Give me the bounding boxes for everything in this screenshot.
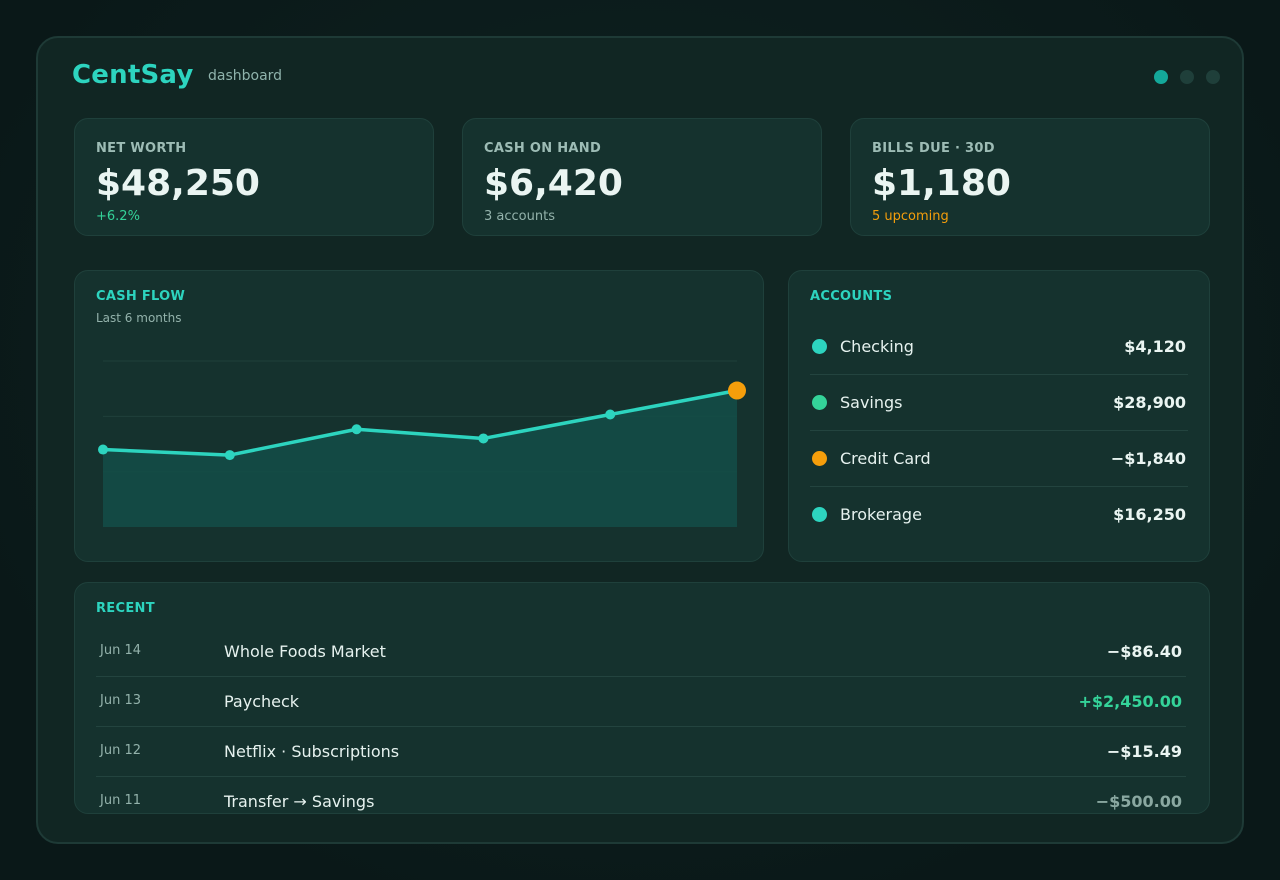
transaction-date: Jun 11 <box>100 793 141 808</box>
divider <box>810 430 1188 431</box>
account-amount: −$1,840 <box>1110 449 1186 468</box>
data-point <box>351 424 362 435</box>
area-fill <box>103 390 737 527</box>
stat-note: 3 accounts <box>484 209 555 224</box>
transaction-description: Netflix · Subscriptions <box>224 742 400 761</box>
window-dots <box>1154 70 1220 84</box>
transaction-description: Transfer → Savings <box>224 792 375 811</box>
data-point <box>605 409 616 420</box>
transaction-amount: +$2,450.00 <box>1078 692 1183 711</box>
recent-title: RECENT <box>96 601 155 616</box>
account-name: Savings <box>840 393 903 412</box>
app-logo[interactable]: CentSay <box>72 60 194 90</box>
app-window: CentSay dashboard NET WORTH $48,250 +6.2… <box>36 36 1244 844</box>
transaction-date: Jun 14 <box>100 643 141 658</box>
account-amount: $16,250 <box>1113 505 1186 524</box>
transaction-description: Whole Foods Market <box>224 642 386 661</box>
account-amount: $28,900 <box>1113 393 1186 412</box>
transaction-row[interactable]: Jun 11 Transfer → Savings −$500.00 <box>96 777 1186 813</box>
stat-note: +6.2% <box>96 209 140 224</box>
account-row-credit-card[interactable]: Credit Card −$1,840 <box>810 431 1188 487</box>
divider <box>810 374 1188 375</box>
accounts-title: ACCOUNTS <box>810 289 893 304</box>
stat-note: 5 upcoming <box>872 209 949 224</box>
account-color-dot <box>812 451 827 466</box>
cash-flow-title: CASH FLOW <box>96 289 186 304</box>
stat-card-cash-on-hand: CASH ON HAND $6,420 3 accounts <box>462 118 822 236</box>
window-dot-2[interactable] <box>1180 70 1194 84</box>
cash-flow-subtitle: Last 6 months <box>96 311 182 325</box>
divider <box>96 726 1186 727</box>
stat-card-bills-due: BILLS DUE · 30D $1,180 5 upcoming <box>850 118 1210 236</box>
recent-transactions-card: RECENT Jun 14 Whole Foods Market −$86.40… <box>74 582 1210 814</box>
cash-flow-card: CASH FLOW Last 6 months <box>74 270 764 562</box>
stat-label: CASH ON HAND <box>484 141 602 156</box>
stat-label: NET WORTH <box>96 141 187 156</box>
divider <box>810 486 1188 487</box>
stat-value: $6,420 <box>484 163 623 204</box>
cash-flow-chart <box>98 360 746 527</box>
account-color-dot <box>812 339 827 354</box>
transaction-date: Jun 13 <box>100 693 141 708</box>
window-dot-1[interactable] <box>1154 70 1168 84</box>
transaction-row[interactable]: Jun 12 Netflix · Subscriptions −$15.49 <box>96 727 1186 777</box>
highlight-point <box>728 381 746 400</box>
account-row-checking[interactable]: Checking $4,120 <box>810 319 1188 375</box>
account-color-dot <box>812 395 827 410</box>
account-name: Checking <box>840 337 914 356</box>
data-point <box>478 433 489 444</box>
window-dot-3[interactable] <box>1206 70 1220 84</box>
stat-value: $48,250 <box>96 163 260 204</box>
transaction-row[interactable]: Jun 13 Paycheck +$2,450.00 <box>96 677 1186 727</box>
account-name: Brokerage <box>840 505 922 524</box>
divider <box>96 776 1186 777</box>
stat-label: BILLS DUE · 30D <box>872 141 995 156</box>
transaction-amount: −$15.49 <box>1106 742 1182 761</box>
accounts-card: ACCOUNTS Checking $4,120 Savings $28,900… <box>788 270 1210 562</box>
page-subtitle: dashboard <box>208 68 283 84</box>
account-name: Credit Card <box>840 449 931 468</box>
transaction-date: Jun 12 <box>100 743 141 758</box>
stat-card-net-worth: NET WORTH $48,250 +6.2% <box>74 118 434 236</box>
account-amount: $4,120 <box>1124 337 1186 356</box>
transaction-row[interactable]: Jun 14 Whole Foods Market −$86.40 <box>96 627 1186 677</box>
data-point <box>224 450 235 461</box>
series-line <box>102 388 738 457</box>
transaction-amount: −$500.00 <box>1095 792 1182 811</box>
transaction-description: Paycheck <box>224 692 300 711</box>
transaction-amount: −$86.40 <box>1106 642 1182 661</box>
account-color-dot <box>812 507 827 522</box>
data-point <box>98 444 108 455</box>
divider <box>96 676 1186 677</box>
account-row-savings[interactable]: Savings $28,900 <box>810 375 1188 431</box>
stat-value: $1,180 <box>872 163 1011 204</box>
account-row-brokerage[interactable]: Brokerage $16,250 <box>810 487 1188 543</box>
